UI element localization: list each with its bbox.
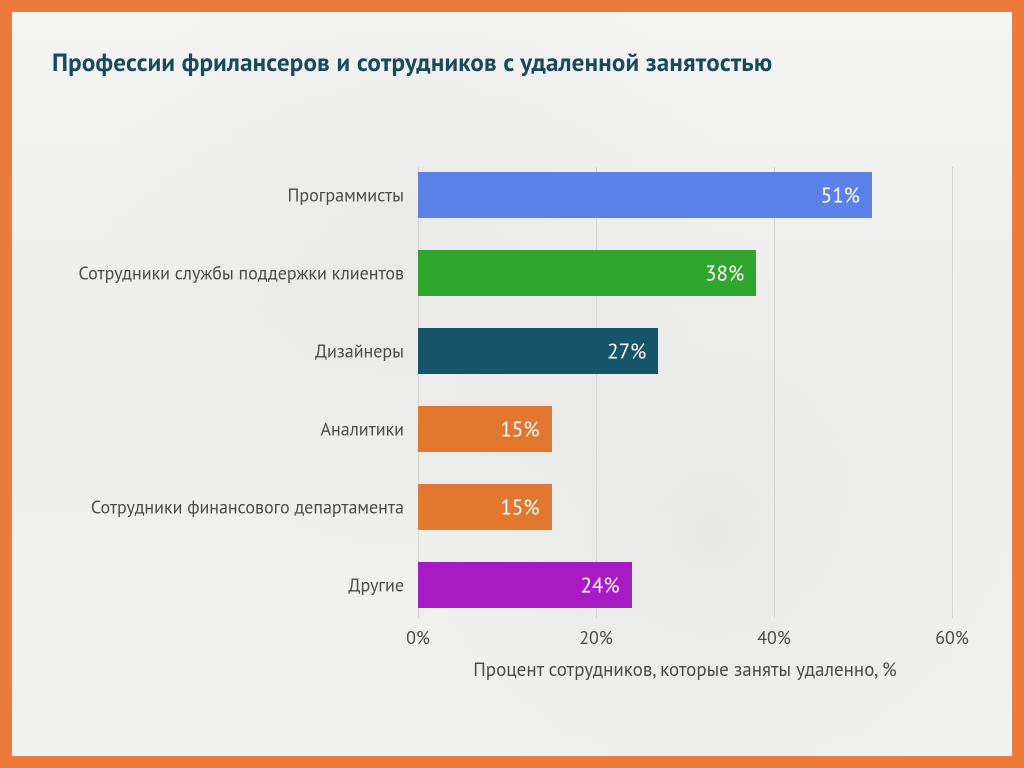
bar: 38% [418, 250, 756, 296]
x-tick-label: 0% [406, 626, 430, 649]
category-label: Программисты [58, 184, 418, 207]
bar-row: Аналитики15% [418, 401, 952, 457]
x-tick-label: 20% [579, 626, 613, 649]
bar-row: Сотрудники службы поддержки клиентов38% [418, 245, 952, 301]
bar-value-label: 24% [580, 572, 619, 599]
x-tick-label: 40% [757, 626, 791, 649]
x-tick-label: 60% [935, 626, 969, 649]
chart: 0%20%40%60%Программисты51%Сотрудники слу… [52, 167, 972, 696]
chart-area: 0%20%40%60%Программисты51%Сотрудники слу… [52, 167, 972, 696]
bar-row: Сотрудники финансового департамента15% [418, 479, 952, 535]
bar-value-label: 51% [821, 182, 860, 209]
grid-line [596, 167, 597, 618]
grid-line [774, 167, 775, 618]
bar-row: Другие24% [418, 557, 952, 613]
grid-line [418, 167, 419, 618]
category-label: Другие [58, 574, 418, 597]
category-label: Сотрудники финансового департамента [58, 496, 418, 519]
category-label: Аналитики [58, 418, 418, 441]
bar-row: Программисты51% [418, 167, 952, 223]
bar: 51% [418, 172, 872, 218]
bar-value-label: 15% [500, 416, 539, 443]
bar: 15% [418, 406, 552, 452]
chart-title: Профессии фрилансеров и сотрудников с уд… [52, 46, 972, 78]
bar-value-label: 15% [500, 494, 539, 521]
category-label: Сотрудники службы поддержки клиентов [58, 262, 418, 285]
plot-area: 0%20%40%60%Программисты51%Сотрудники слу… [418, 167, 952, 618]
x-axis-title: Процент сотрудников, которые заняты удал… [418, 658, 952, 682]
bar-row: Дизайнеры27% [418, 323, 952, 379]
chart-panel: Профессии фрилансеров и сотрудников с уд… [12, 12, 1012, 756]
grid-line [952, 167, 953, 618]
bar: 15% [418, 484, 552, 530]
bar: 24% [418, 562, 632, 608]
bar-value-label: 27% [607, 338, 646, 365]
bar-value-label: 38% [705, 260, 744, 287]
bar: 27% [418, 328, 658, 374]
category-label: Дизайнеры [58, 340, 418, 363]
